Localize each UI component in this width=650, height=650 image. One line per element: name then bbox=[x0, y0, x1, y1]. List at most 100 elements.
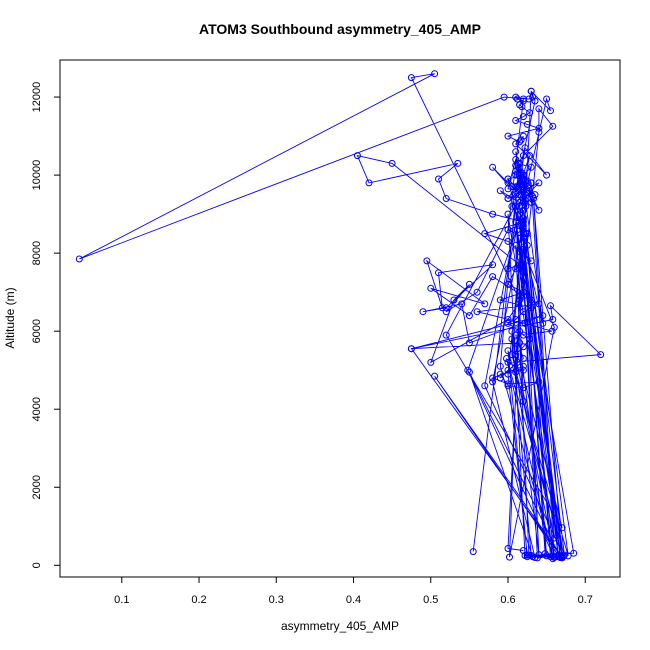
data-point bbox=[512, 183, 520, 191]
data-point bbox=[464, 366, 472, 374]
data-point bbox=[529, 553, 537, 561]
data-point bbox=[547, 107, 554, 115]
data-point bbox=[517, 136, 525, 144]
y-tick-label: 6000 bbox=[31, 319, 43, 343]
data-point bbox=[473, 288, 481, 296]
data-point bbox=[503, 355, 510, 362]
data-point bbox=[535, 179, 543, 187]
data-point bbox=[431, 70, 439, 78]
data-point bbox=[570, 549, 578, 557]
data-point bbox=[527, 163, 535, 171]
data-point bbox=[519, 366, 527, 374]
data-point bbox=[473, 308, 481, 316]
data-point bbox=[481, 230, 489, 238]
data-point bbox=[558, 524, 566, 532]
data-point bbox=[519, 269, 527, 277]
data-point bbox=[481, 300, 489, 308]
data-point bbox=[516, 198, 524, 206]
data-point bbox=[519, 237, 527, 245]
data-point bbox=[525, 95, 533, 103]
data-point bbox=[450, 296, 458, 304]
data-point bbox=[535, 105, 543, 113]
data-point bbox=[531, 191, 539, 199]
data-point bbox=[489, 374, 497, 382]
data-point bbox=[526, 109, 534, 117]
data-point bbox=[527, 304, 535, 312]
data-point bbox=[543, 95, 551, 103]
data-point bbox=[504, 545, 512, 552]
data-point bbox=[516, 339, 524, 347]
plot-frame bbox=[59, 59, 621, 578]
data-point bbox=[508, 335, 516, 343]
data-point bbox=[516, 327, 524, 335]
data-point bbox=[512, 161, 520, 169]
x-tick-label: 0.6 bbox=[500, 594, 515, 606]
data-point bbox=[529, 193, 537, 201]
data-point bbox=[531, 97, 539, 105]
data-point bbox=[442, 195, 450, 202]
data-point bbox=[549, 555, 557, 563]
data-point bbox=[508, 327, 516, 335]
data-point bbox=[504, 319, 512, 327]
y-axis-label: Altitude (m) bbox=[3, 287, 17, 348]
data-point bbox=[504, 175, 512, 183]
data-point bbox=[469, 548, 477, 556]
data-point bbox=[506, 553, 513, 561]
data-point bbox=[535, 124, 543, 132]
data-point bbox=[512, 148, 520, 156]
data-point bbox=[512, 93, 520, 101]
data-point bbox=[516, 261, 524, 269]
data-point bbox=[465, 280, 473, 288]
y-tick-label: 2000 bbox=[31, 475, 43, 499]
y-tick-label: 8000 bbox=[31, 241, 43, 265]
data-point bbox=[423, 257, 431, 265]
data-point bbox=[527, 257, 535, 265]
data-point bbox=[519, 152, 527, 160]
data-point bbox=[512, 368, 520, 376]
data-point bbox=[407, 74, 415, 82]
data-point bbox=[526, 187, 534, 195]
data-point bbox=[504, 132, 512, 140]
data-point bbox=[516, 191, 524, 199]
data-point bbox=[547, 302, 554, 310]
data-point bbox=[489, 210, 497, 218]
data-point bbox=[527, 296, 535, 304]
y-tick-label: 4000 bbox=[31, 397, 43, 421]
data-point bbox=[557, 554, 564, 561]
data-point bbox=[519, 222, 527, 230]
y-tick-label: 0 bbox=[31, 562, 43, 568]
data-point bbox=[438, 304, 446, 312]
data-point bbox=[516, 138, 524, 146]
data-point bbox=[353, 152, 361, 160]
data-point bbox=[512, 351, 520, 359]
data-point bbox=[539, 312, 547, 320]
data-point bbox=[504, 185, 512, 193]
data-point bbox=[519, 331, 527, 339]
data-point bbox=[512, 218, 520, 226]
data-point bbox=[489, 378, 497, 386]
chart-title: ATOM3 Southbound asymmetry_405_AMP bbox=[199, 21, 481, 37]
data-point bbox=[519, 214, 527, 222]
data-point bbox=[519, 171, 527, 179]
data-point bbox=[519, 308, 527, 316]
data-point bbox=[523, 189, 531, 197]
data-point bbox=[549, 122, 557, 130]
data-point bbox=[527, 552, 535, 559]
data-point bbox=[465, 312, 473, 320]
data-point bbox=[543, 552, 551, 560]
x-axis: 0.1 0.2 0.3 0.4 0.5 0.6 0.7 bbox=[114, 577, 593, 606]
data-point bbox=[512, 191, 520, 199]
data-point bbox=[539, 319, 547, 327]
data-point bbox=[496, 374, 504, 382]
data-point bbox=[458, 300, 466, 308]
data-point bbox=[496, 362, 504, 370]
data-point bbox=[519, 384, 527, 392]
data-point bbox=[547, 553, 554, 561]
data-point bbox=[548, 327, 556, 335]
data-point bbox=[504, 226, 512, 234]
data-point bbox=[535, 378, 543, 386]
data-point bbox=[435, 269, 442, 277]
data-point bbox=[550, 534, 558, 542]
data-point bbox=[527, 179, 535, 187]
